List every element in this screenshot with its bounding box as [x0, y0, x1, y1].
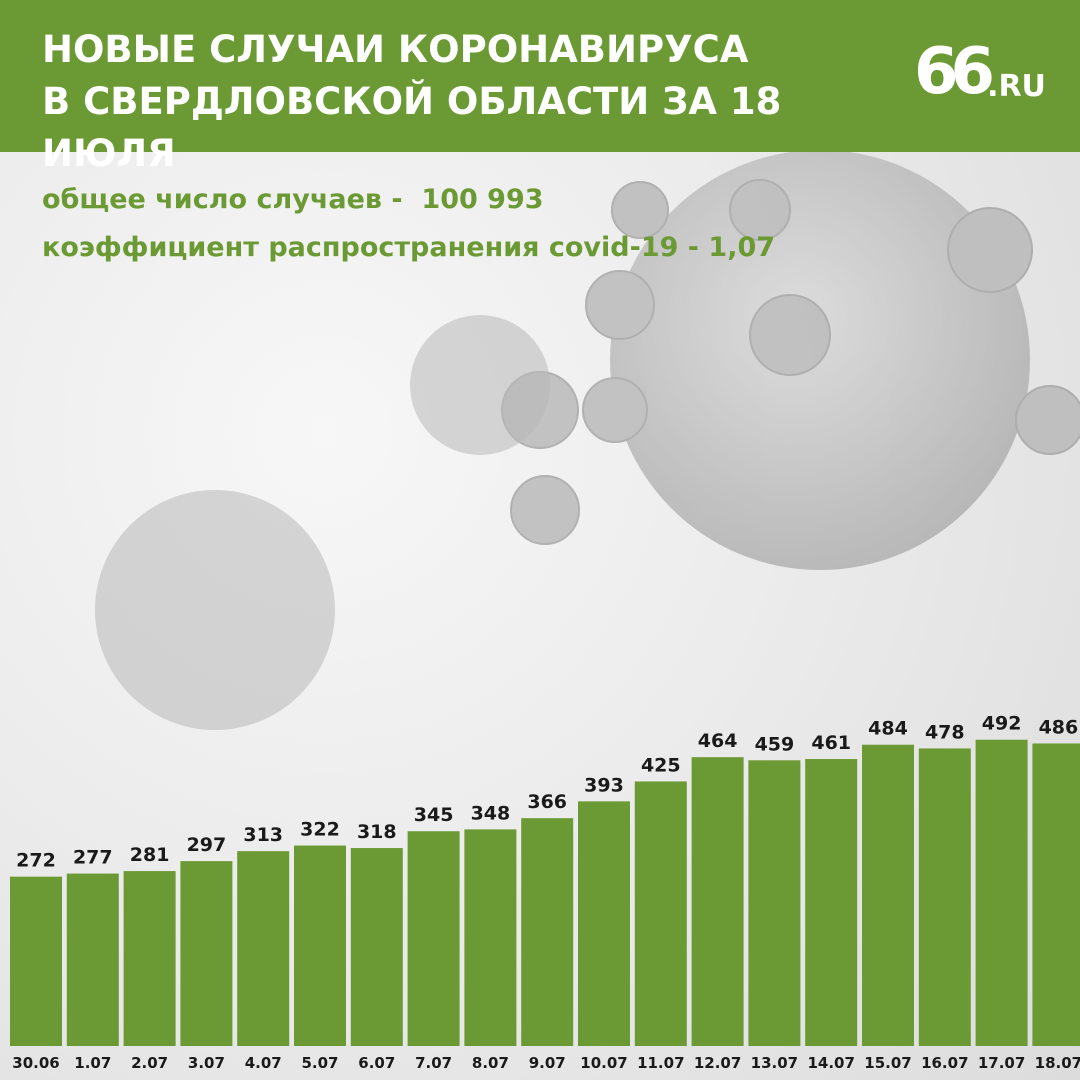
- x-tick-label-15.07: 15.07: [864, 1054, 911, 1072]
- summary-stats: общее число случаев - 100 993 коэффициен…: [42, 176, 775, 272]
- logo-number: 66: [914, 35, 995, 109]
- x-tick-label-6.07: 6.07: [358, 1054, 395, 1072]
- title-line-1: НОВЫЕ СЛУЧАИ КОРОНАВИРУСА: [42, 28, 749, 71]
- bar-12.07: [691, 757, 744, 1046]
- title-line-2: В СВЕРДЛОВСКОЙ ОБЛАСТИ ЗА 18 ИЮЛЯ: [42, 80, 782, 175]
- bar-11.07: [634, 781, 687, 1046]
- bar-5.07: [294, 845, 346, 1046]
- value-label-17.07: 492: [982, 713, 1022, 735]
- bar-14.07: [805, 759, 858, 1046]
- value-label-5.07: 322: [300, 819, 340, 841]
- rt-row: коэффициент распространения covid-19 - 1…: [42, 224, 775, 272]
- total-cases-row: общее число случаев - 100 993: [42, 176, 775, 224]
- value-label-16.07: 478: [925, 721, 965, 743]
- header-banner: НОВЫЕ СЛУЧАИ КОРОНАВИРУСА В СВЕРДЛОВСКОЙ…: [0, 0, 1080, 175]
- value-label-10.07: 393: [584, 774, 624, 796]
- value-label-2.07: 281: [130, 844, 170, 866]
- bar-2.07: [123, 871, 176, 1046]
- bar-9.07: [521, 818, 574, 1046]
- bar-4.07: [237, 851, 290, 1046]
- value-label-4.07: 313: [243, 824, 283, 846]
- total-cases-value: 100 993: [421, 184, 544, 215]
- value-label-12.07: 464: [698, 730, 738, 752]
- bar-10.07: [578, 801, 630, 1046]
- value-label-30.06: 272: [16, 850, 56, 872]
- value-label-8.07: 348: [471, 802, 511, 824]
- x-tick-label-3.07: 3.07: [188, 1054, 225, 1072]
- bar-8.07: [464, 829, 517, 1046]
- value-label-11.07: 425: [641, 754, 681, 776]
- x-tick-label-17.07: 17.07: [978, 1054, 1025, 1072]
- bar-17.07: [975, 739, 1028, 1046]
- rt-label: коэффициент распространения covid-19 -: [42, 232, 700, 263]
- x-tick-label-2.07: 2.07: [131, 1054, 168, 1072]
- x-tick-label-10.07: 10.07: [580, 1054, 627, 1072]
- x-tick-label-14.07: 14.07: [807, 1054, 854, 1072]
- x-tick-label-8.07: 8.07: [472, 1054, 509, 1072]
- value-label-3.07: 297: [187, 834, 227, 856]
- bar-6.07: [350, 848, 403, 1046]
- bar-1.07: [66, 873, 119, 1046]
- total-cases-label: общее число случаев -: [42, 184, 403, 215]
- bar-7.07: [407, 831, 460, 1046]
- bar-3.07: [180, 861, 233, 1046]
- value-label-7.07: 345: [414, 804, 454, 826]
- x-tick-label-9.07: 9.07: [529, 1054, 566, 1072]
- value-label-14.07: 461: [811, 732, 851, 754]
- x-tick-label-7.07: 7.07: [415, 1054, 452, 1072]
- bar-13.07: [748, 760, 801, 1046]
- bar-16.07: [918, 748, 971, 1046]
- value-label-6.07: 318: [357, 821, 397, 843]
- logo-suffix: .RU: [987, 69, 1046, 104]
- x-tick-label-4.07: 4.07: [245, 1054, 282, 1072]
- x-tick-label-16.07: 16.07: [921, 1054, 968, 1072]
- value-label-9.07: 366: [527, 791, 567, 813]
- x-tick-label-30.06: 30.06: [12, 1054, 59, 1072]
- bar-15.07: [862, 744, 914, 1046]
- x-tick-label-5.07: 5.07: [301, 1054, 338, 1072]
- bar-30.06: [10, 876, 62, 1046]
- value-label-13.07: 459: [755, 733, 795, 755]
- x-tick-label-11.07: 11.07: [637, 1054, 684, 1072]
- value-label-1.07: 277: [73, 847, 113, 869]
- page-title: НОВЫЕ СЛУЧАИ КОРОНАВИРУСА В СВЕРДЛОВСКОЙ…: [42, 24, 882, 180]
- site-logo: 66.RU: [914, 40, 1046, 104]
- x-tick-label-18.07: 18.07: [1035, 1054, 1080, 1072]
- x-tick-label-1.07: 1.07: [74, 1054, 111, 1072]
- value-label-15.07: 484: [868, 718, 908, 740]
- rt-value: 1,07: [708, 232, 776, 263]
- value-label-18.07: 486: [1039, 716, 1079, 738]
- x-tick-label-12.07: 12.07: [694, 1054, 741, 1072]
- x-tick-label-13.07: 13.07: [751, 1054, 798, 1072]
- bar-18.07: [1032, 743, 1080, 1046]
